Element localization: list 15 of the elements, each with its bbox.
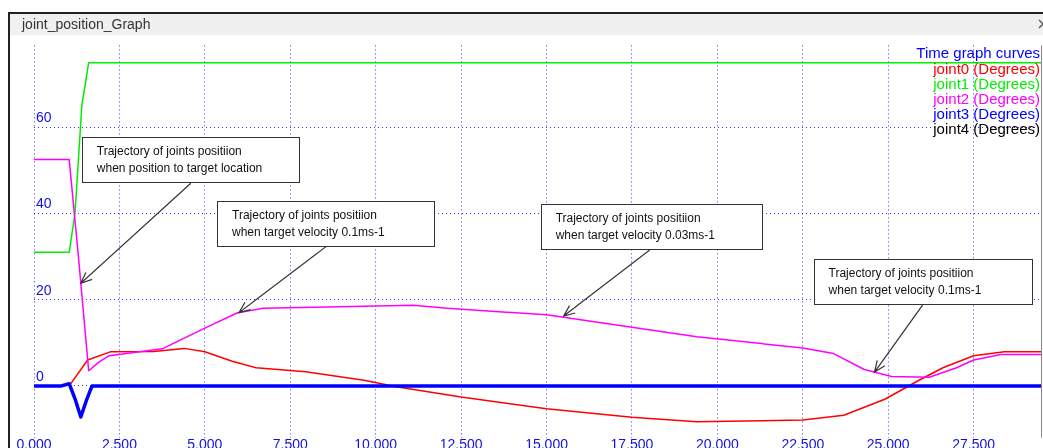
callout: Trajectory of joints positiion when target velocity 0.1ms-1 [813, 259, 1033, 306]
annotation: Trajectory of joints positiion when target velocity 0.03ms-1 [555, 210, 717, 245]
annotation: Trajectory of joints positiion when target velocity 0.1ms-1 [828, 265, 983, 300]
callout: Trajectory of joints positiion when position to target location [81, 137, 300, 184]
y-tick-label: 0 [36, 367, 44, 384]
y-tick-label: 20 [36, 281, 52, 298]
annotation: Trajectory of joints positiion when position to target location [96, 143, 264, 178]
y-tick-label: 40 [36, 195, 52, 212]
chart-title: joint_position_Graph [22, 16, 151, 32]
y-tick-label: 60 [36, 109, 52, 126]
text: joint0 (Degrees) [932, 60, 1040, 78]
legend-title: Time graph curves [916, 44, 1040, 62]
annotation: Trajectory of joints positiion when target velocity 0.1ms-1 [232, 206, 386, 241]
callout: Trajectory of joints positiion when target velocity 0.03ms-1 [540, 204, 763, 251]
callout: Trajectory of joints positiion when target velocity 0.1ms-1 [217, 200, 435, 247]
